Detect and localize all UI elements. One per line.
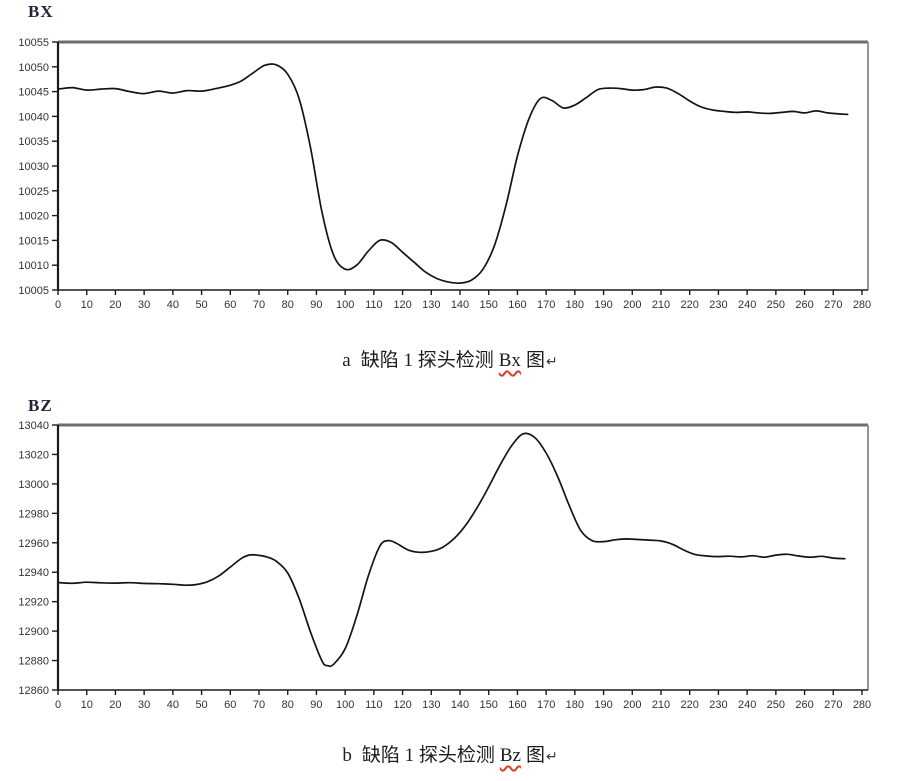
svg-text:10025: 10025 <box>18 186 49 198</box>
svg-text:10045: 10045 <box>18 87 49 99</box>
svg-text:140: 140 <box>451 299 469 311</box>
svg-text:70: 70 <box>253 699 265 711</box>
svg-text:260: 260 <box>795 699 813 711</box>
caption-b-tail: 图 <box>525 745 545 766</box>
svg-text:30: 30 <box>138 299 150 311</box>
caption-a-text: 缺陷 1 探头检测 <box>360 350 494 371</box>
svg-text:240: 240 <box>738 699 756 711</box>
svg-text:160: 160 <box>508 299 526 311</box>
svg-text:190: 190 <box>594 299 612 311</box>
svg-text:12880: 12880 <box>18 656 49 668</box>
svg-text:250: 250 <box>767 699 785 711</box>
svg-text:230: 230 <box>709 699 727 711</box>
svg-text:13020: 13020 <box>18 449 49 461</box>
bx-chart-title: BX <box>28 2 54 21</box>
svg-text:13040: 13040 <box>18 420 49 432</box>
svg-text:220: 220 <box>681 699 699 711</box>
paragraph-mark-icon: ↵ <box>545 750 558 765</box>
svg-text:90: 90 <box>310 699 322 711</box>
svg-text:60: 60 <box>224 299 236 311</box>
svg-text:250: 250 <box>767 299 785 311</box>
svg-text:210: 210 <box>652 299 670 311</box>
svg-text:10005: 10005 <box>18 285 49 297</box>
svg-text:100: 100 <box>336 299 354 311</box>
caption-b-text: 缺陷 1 探头检测 <box>361 745 495 766</box>
svg-text:260: 260 <box>795 299 813 311</box>
caption-a-letter: a <box>342 350 351 371</box>
svg-text:80: 80 <box>282 699 294 711</box>
svg-text:10035: 10035 <box>18 136 49 148</box>
svg-text:140: 140 <box>451 699 469 711</box>
svg-text:280: 280 <box>853 699 871 711</box>
svg-text:50: 50 <box>195 699 207 711</box>
svg-text:180: 180 <box>566 299 584 311</box>
svg-text:12980: 12980 <box>18 508 49 520</box>
svg-text:220: 220 <box>681 299 699 311</box>
svg-text:40: 40 <box>167 299 179 311</box>
svg-text:10055: 10055 <box>18 37 49 49</box>
svg-text:110: 110 <box>365 299 383 311</box>
caption-b-letter: b <box>342 745 352 766</box>
svg-text:190: 190 <box>594 699 612 711</box>
svg-text:200: 200 <box>623 299 641 311</box>
svg-text:10050: 10050 <box>18 62 49 74</box>
svg-text:130: 130 <box>422 299 440 311</box>
svg-text:170: 170 <box>537 699 555 711</box>
svg-text:90: 90 <box>310 299 322 311</box>
svg-text:100: 100 <box>336 699 354 711</box>
svg-text:0: 0 <box>55 299 61 311</box>
caption-b-term-bz: Bz <box>499 745 521 766</box>
paragraph-mark-icon: ↵ <box>545 355 558 370</box>
svg-text:110: 110 <box>365 699 383 711</box>
svg-text:40: 40 <box>167 699 179 711</box>
bx-line-chart: 1005510050100451004010035100301002510020… <box>18 37 871 311</box>
svg-text:240: 240 <box>738 299 756 311</box>
svg-text:20: 20 <box>109 699 121 711</box>
caption-b: b 缺陷 1 探头检测 Bz 图↵ <box>0 740 900 767</box>
svg-text:12920: 12920 <box>18 597 49 609</box>
bz-chart-title: BZ <box>28 396 53 415</box>
svg-text:20: 20 <box>109 299 121 311</box>
svg-text:120: 120 <box>393 699 411 711</box>
svg-text:170: 170 <box>537 299 555 311</box>
svg-text:130: 130 <box>422 699 440 711</box>
caption-a-term-bx: Bx <box>498 350 521 371</box>
svg-text:12860: 12860 <box>18 685 49 697</box>
svg-text:12900: 12900 <box>18 626 49 638</box>
svg-text:270: 270 <box>824 699 842 711</box>
bz-line-chart: 1304013020130001298012960129401292012900… <box>18 420 871 711</box>
caption-a: a 缺陷 1 探头检测 Bx 图↵ <box>0 345 900 372</box>
svg-text:200: 200 <box>623 699 641 711</box>
svg-text:12940: 12940 <box>18 567 49 579</box>
svg-text:10040: 10040 <box>18 111 49 123</box>
svg-text:10010: 10010 <box>18 260 49 272</box>
caption-a-tail: 图 <box>525 350 545 371</box>
svg-text:10: 10 <box>81 699 93 711</box>
svg-text:0: 0 <box>55 699 61 711</box>
svg-text:10020: 10020 <box>18 211 49 223</box>
svg-text:120: 120 <box>393 299 411 311</box>
svg-text:70: 70 <box>253 299 265 311</box>
svg-text:230: 230 <box>709 299 727 311</box>
svg-text:30: 30 <box>138 699 150 711</box>
svg-text:60: 60 <box>224 699 236 711</box>
svg-text:10030: 10030 <box>18 161 49 173</box>
svg-text:150: 150 <box>480 299 498 311</box>
svg-text:13000: 13000 <box>18 479 49 491</box>
svg-text:270: 270 <box>824 299 842 311</box>
svg-text:50: 50 <box>195 299 207 311</box>
svg-text:210: 210 <box>652 699 670 711</box>
svg-text:80: 80 <box>282 299 294 311</box>
svg-text:10015: 10015 <box>18 235 49 247</box>
svg-text:180: 180 <box>566 699 584 711</box>
svg-text:280: 280 <box>853 299 871 311</box>
svg-text:12960: 12960 <box>18 538 49 550</box>
svg-text:160: 160 <box>508 699 526 711</box>
svg-text:150: 150 <box>480 699 498 711</box>
svg-text:10: 10 <box>81 299 93 311</box>
